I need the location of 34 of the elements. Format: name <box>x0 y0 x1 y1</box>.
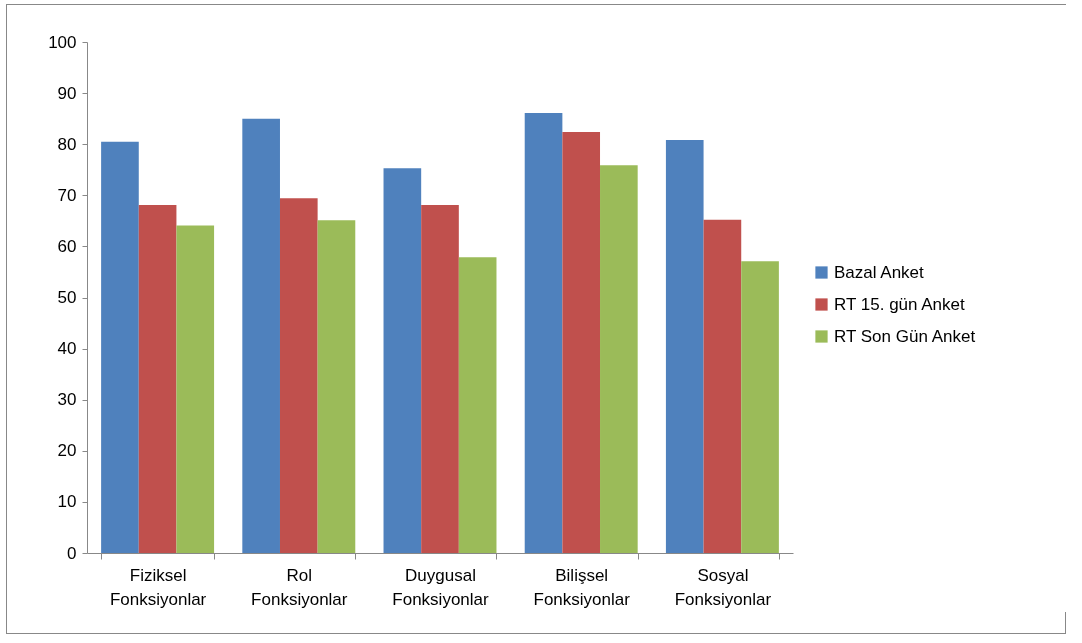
y-tick-label: 30 <box>57 390 77 410</box>
bar <box>383 168 422 553</box>
bar <box>600 165 638 553</box>
y-tick-label: 80 <box>57 134 77 154</box>
y-tick-label: 90 <box>57 83 77 103</box>
x-tick-label: Bilişsel Fonksiyonlar <box>533 565 631 609</box>
bar <box>101 141 139 553</box>
y-tick-label: 40 <box>57 339 77 359</box>
bar <box>176 225 215 553</box>
bar <box>138 205 177 553</box>
bar <box>665 140 704 553</box>
x-tick-label: Duygusal Fonksiyonlar <box>392 565 490 609</box>
bar <box>242 118 280 553</box>
y-tick-label: 10 <box>57 492 77 512</box>
y-tick-label: 70 <box>57 185 77 205</box>
y-tick-label: 20 <box>57 441 77 461</box>
bar <box>741 261 779 553</box>
y-tick-label: 50 <box>57 288 77 307</box>
bar <box>562 131 601 553</box>
bar <box>458 257 497 553</box>
legend-label: RT Son Gün Anket <box>834 326 976 346</box>
bar <box>279 198 318 553</box>
x-tick-label: Fiziksel Fonksiyonlar <box>109 565 207 609</box>
y-tick-label: 100 <box>48 32 77 52</box>
bar <box>524 113 563 553</box>
y-tick-label: 0 <box>67 543 77 563</box>
x-tick-label: Rol Fonksiyonlar <box>251 565 348 609</box>
legend-label: RT 15. gün Anket <box>834 294 966 314</box>
bar <box>317 220 356 553</box>
legend-label: Bazal Anket <box>834 262 925 282</box>
bar <box>421 205 459 553</box>
x-tick-label: Sosyal Fonksiyonlar <box>674 565 772 609</box>
y-tick-label: 60 <box>57 236 77 256</box>
bar <box>703 219 742 553</box>
